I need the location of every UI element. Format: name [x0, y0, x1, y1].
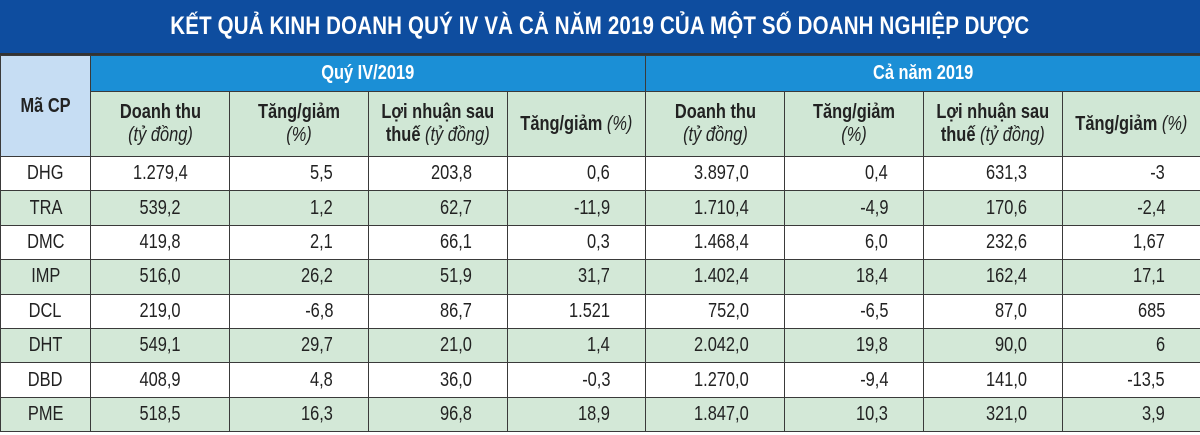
- table-row: DHT 549,1 29,7 21,0 1,4 2.042,0 19,8 90,0 6: [0, 327, 1200, 364]
- value-cell-revenue-change-year: 10,3: [784, 396, 925, 433]
- value-cell-profit-q4: 96,8: [368, 396, 508, 433]
- value-cell-revenue-change-year: -6,5: [784, 293, 925, 329]
- value-cell-profit-change-q4: 1,4: [506, 327, 647, 364]
- value-cell-profit-year: 90,0: [923, 327, 1064, 364]
- value-cell-profit-change-q4: 0,3: [506, 224, 647, 261]
- value-cell-profit-change-year: 3,9: [1062, 396, 1200, 433]
- value-cell-profit-change-q4: -0,3: [506, 362, 647, 398]
- value-cell-revenue-change-q4: 16,3: [229, 396, 369, 433]
- column-header-revenue-year: Doanh thu (tỷ đồng): [645, 91, 786, 157]
- value-cell-revenue-change-year: -9,4: [784, 362, 925, 398]
- value-cell-revenue-q4: 516,0: [90, 259, 230, 295]
- value-cell-revenue-q4: 539,2: [90, 190, 230, 226]
- table-row: TRA 539,2 1,2 62,7 -11,9 1.710,4 -4,9 170,6 -2,4: [0, 190, 1200, 226]
- table-row: PME 518,5 16,3 96,8 18,9 1.847,0 10,3 321,0 3,9: [0, 396, 1200, 433]
- value-cell-profit-q4: 51,9: [368, 259, 508, 295]
- value-cell-profit-change-year: -3: [1062, 155, 1200, 192]
- table-row: DHG 1.279,4 5,5 203,8 0,6 3.897,0 0,4 631,3 -3: [0, 155, 1200, 192]
- stock-code-cell: DHT: [0, 327, 91, 364]
- value-cell-revenue-q4: 549,1: [90, 327, 230, 364]
- value-cell-profit-year: 170,6: [923, 190, 1064, 226]
- group-header-q4: Quý IV/2019: [89, 55, 647, 92]
- value-cell-profit-q4: 62,7: [368, 190, 508, 226]
- group-header-year: Cả năm 2019: [645, 55, 1200, 92]
- value-cell-profit-change-year: -13,5: [1062, 362, 1200, 398]
- value-cell-revenue-q4: 518,5: [90, 396, 230, 433]
- value-cell-revenue-q4: 408,9: [90, 362, 230, 398]
- stock-code-cell: DBD: [0, 362, 91, 398]
- value-cell-profit-year: 87,0: [923, 293, 1064, 329]
- value-cell-profit-year: 141,0: [923, 362, 1064, 398]
- results-table: Mã CP Quý IV/2019 Cả năm 2019 Doanh thu(…: [0, 55, 1200, 433]
- column-header-profit-change-year: Tăng/giảm (%): [1062, 91, 1200, 157]
- value-cell-profit-year: 631,3: [923, 155, 1064, 192]
- value-cell-profit-year: 162,4: [923, 259, 1064, 295]
- column-header-profit-change-q4: Tăng/giảm (%): [506, 91, 647, 157]
- value-cell-revenue-change-year: 18,4: [784, 259, 925, 295]
- value-cell-revenue-change-year: 19,8: [784, 327, 925, 364]
- column-header-profit-year: Lợi nhuận sau thuế (tỷ đồng): [923, 91, 1064, 157]
- value-cell-profit-q4: 21,0: [368, 327, 508, 364]
- value-cell-revenue-change-q4: 4,8: [229, 362, 369, 398]
- value-cell-revenue-year: 2.042,0: [645, 327, 786, 364]
- value-cell-profit-change-year: -2,4: [1062, 190, 1200, 226]
- table-row: DBD 408,9 4,8 36,0 -0,3 1.270,0 -9,4 141,0 -13,5: [0, 362, 1200, 398]
- value-cell-revenue-year: 1.847,0: [645, 396, 786, 433]
- value-cell-revenue-change-q4: -6,8: [229, 293, 369, 329]
- stock-code-cell: DMC: [0, 224, 91, 261]
- value-cell-revenue-year: 752,0: [645, 293, 786, 329]
- value-cell-revenue-year: 1.710,4: [645, 190, 786, 226]
- column-header-revenue-change-year: Tăng/giảm (%): [784, 91, 925, 157]
- value-cell-revenue-change-q4: 5,5: [229, 155, 369, 192]
- value-cell-revenue-change-year: 0,4: [784, 155, 925, 192]
- value-cell-profit-change-q4: 31,7: [506, 259, 647, 295]
- value-cell-revenue-change-year: 6,0: [784, 224, 925, 261]
- value-cell-profit-change-year: 1,67: [1062, 224, 1200, 261]
- stock-code-cell: IMP: [0, 259, 91, 295]
- value-cell-profit-change-year: 17,1: [1062, 259, 1200, 295]
- value-cell-revenue-year: 1.270,0: [645, 362, 786, 398]
- table-row: IMP 516,0 26,2 51,9 31,7 1.402,4 18,4 162,4 17,1: [0, 259, 1200, 295]
- value-cell-revenue-q4: 219,0: [90, 293, 230, 329]
- value-cell-revenue-change-q4: 1,2: [229, 190, 369, 226]
- stock-code-cell: DHG: [0, 155, 91, 192]
- value-cell-revenue-year: 3.897,0: [645, 155, 786, 192]
- value-cell-profit-change-year: 685: [1062, 293, 1200, 329]
- value-cell-revenue-change-q4: 29,7: [229, 327, 369, 364]
- value-cell-revenue-change-q4: 2,1: [229, 224, 369, 261]
- code-header: Mã CP: [0, 55, 91, 157]
- value-cell-revenue-year: 1.402,4: [645, 259, 786, 295]
- value-cell-profit-year: 321,0: [923, 396, 1064, 433]
- value-cell-profit-q4: 86,7: [368, 293, 508, 329]
- stock-code-cell: DCL: [0, 293, 91, 329]
- value-cell-profit-change-year: 6: [1062, 327, 1200, 364]
- value-cell-profit-q4: 66,1: [368, 224, 508, 261]
- value-cell-profit-change-q4: 18,9: [506, 396, 647, 433]
- value-cell-profit-change-q4: 1.521: [506, 293, 647, 329]
- column-header-revenue-q4: Doanh thu (tỷ đồng): [90, 91, 230, 157]
- stock-code-cell: PME: [0, 396, 91, 433]
- value-cell-profit-change-q4: -11,9: [506, 190, 647, 226]
- value-cell-revenue-change-year: -4,9: [784, 190, 925, 226]
- value-cell-profit-q4: 36,0: [368, 362, 508, 398]
- stock-code-cell: TRA: [0, 190, 91, 226]
- value-cell-profit-change-q4: 0,6: [506, 155, 647, 192]
- table-row: DMC 419,8 2,1 66,1 0,3 1.468,4 6,0 232,6 1,67: [0, 224, 1200, 261]
- title-text: KẾT QUẢ KINH DOANH QUÝ IV VÀ CẢ NĂM 2019…: [170, 12, 1030, 40]
- value-cell-profit-q4: 203,8: [368, 155, 508, 192]
- value-cell-revenue-change-q4: 26,2: [229, 259, 369, 295]
- column-header-profit-q4: Lợi nhuận sau thuế (tỷ đồng): [368, 91, 508, 157]
- table-title: KẾT QUẢ KINH DOANH QUÝ IV VÀ CẢ NĂM 2019…: [0, 0, 1200, 55]
- value-cell-profit-year: 232,6: [923, 224, 1064, 261]
- value-cell-revenue-year: 1.468,4: [645, 224, 786, 261]
- column-header-revenue-change-q4: Tăng/giảm (%): [229, 91, 369, 157]
- value-cell-revenue-q4: 1.279,4: [90, 155, 230, 192]
- table-row: DCL 219,0 -6,8 86,7 1.521 752,0 -6,5 87,0 685: [0, 293, 1200, 329]
- value-cell-revenue-q4: 419,8: [90, 224, 230, 261]
